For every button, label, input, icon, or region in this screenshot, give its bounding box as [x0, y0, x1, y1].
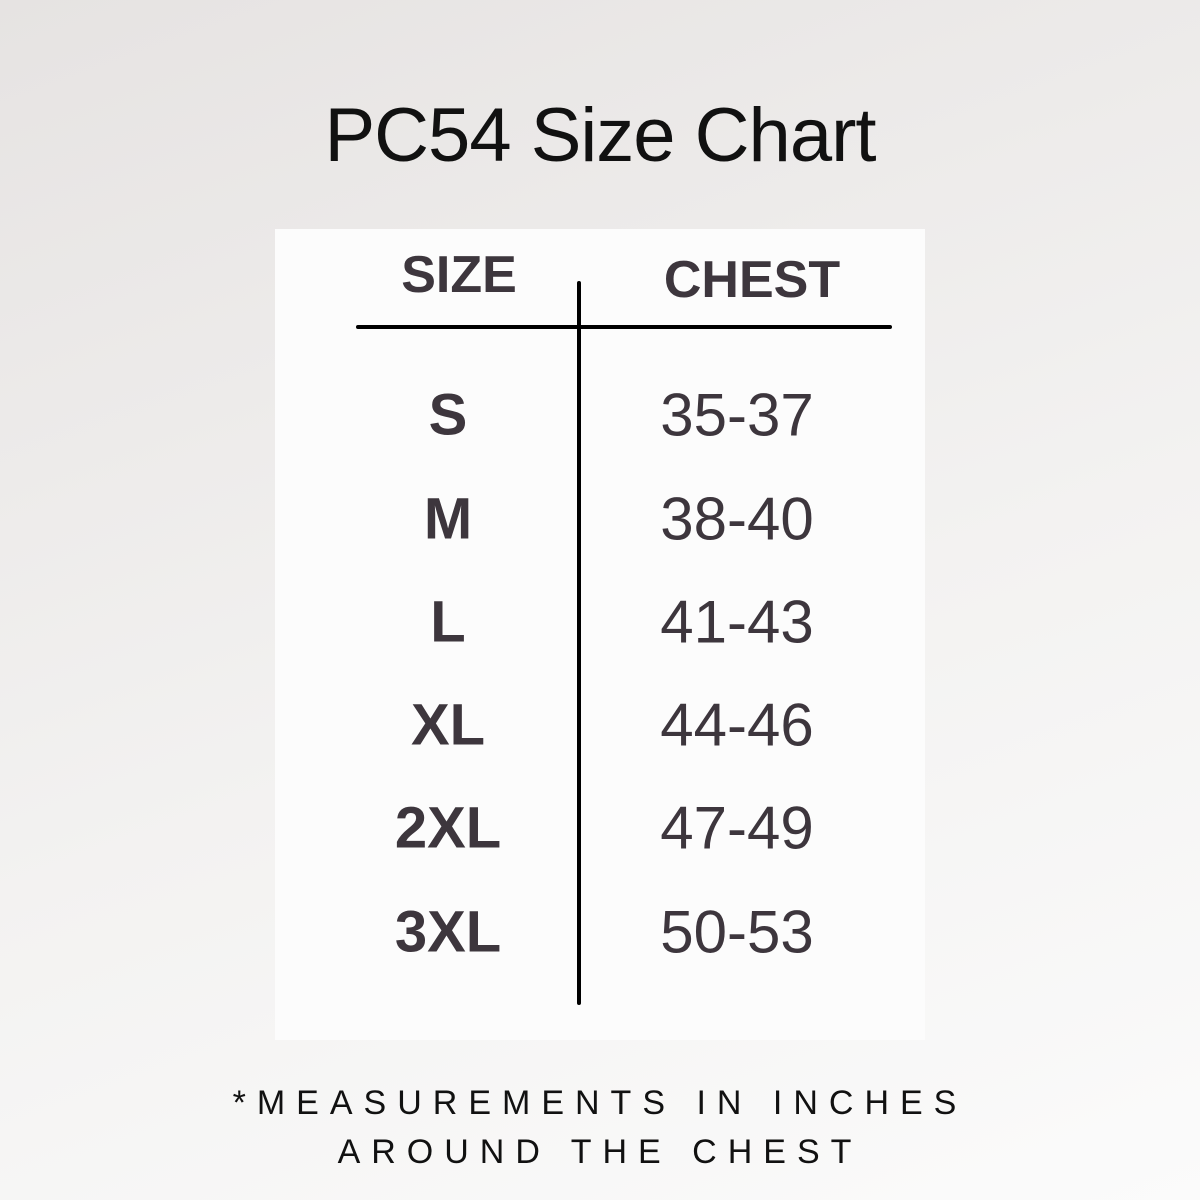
chest-cell: 41-43: [660, 588, 814, 656]
size-cell: 3XL: [394, 899, 502, 965]
chest-cell: 38-40: [660, 485, 814, 553]
header-size: SIZE: [401, 246, 517, 304]
page-title: PC54 Size Chart: [324, 93, 876, 178]
chest-cell: 44-46: [660, 691, 814, 759]
chest-cell: 50-53: [660, 898, 814, 966]
header-divider: [356, 325, 892, 329]
size-cell: XL: [410, 692, 486, 758]
footnote-line-2: AROUND THE CHEST: [337, 1133, 863, 1171]
size-cell: 2XL: [394, 795, 502, 861]
size-cell: S: [428, 382, 468, 448]
size-cell: L: [430, 589, 466, 655]
size-cell: M: [423, 486, 473, 552]
column-divider: [577, 281, 581, 1005]
footnote-line-1: *MEASUREMENTS IN INCHES: [232, 1084, 968, 1122]
header-chest: CHEST: [663, 251, 841, 309]
size-table: SIZE CHEST S 35-37 M 38-40 L 41-43 XL 44-46 2XL 4…: [275, 229, 925, 1040]
chest-cell: 35-37: [660, 381, 814, 449]
chest-cell: 47-49: [660, 794, 814, 862]
